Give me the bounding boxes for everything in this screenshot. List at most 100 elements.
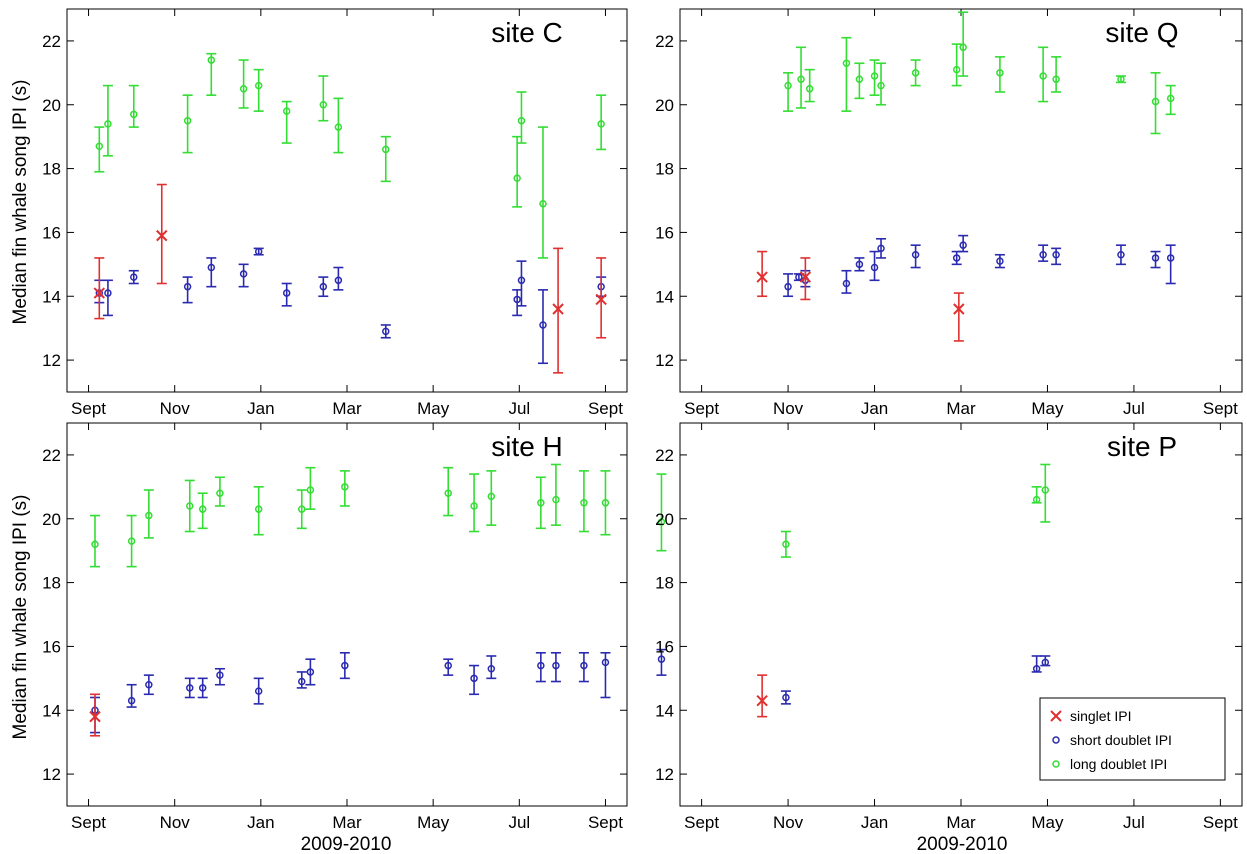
x-axis-label-right: 2009-2010 bbox=[917, 834, 1008, 854]
data-point-long bbox=[796, 46, 807, 109]
legend-marker-short bbox=[1052, 736, 1060, 744]
x-axis-label-left: 2009-2010 bbox=[301, 834, 392, 854]
x-tick-label: Sept bbox=[71, 399, 106, 418]
y-tick-label: 22 bbox=[655, 32, 674, 51]
y-tick-label: 12 bbox=[42, 765, 61, 784]
series-short bbox=[94, 247, 607, 365]
x-tick-label: Nov bbox=[773, 399, 804, 418]
data-point-short bbox=[333, 266, 344, 291]
data-point-short bbox=[182, 276, 193, 304]
y-tick-label: 22 bbox=[42, 32, 61, 51]
data-point-long bbox=[102, 84, 113, 157]
data-point-short bbox=[876, 238, 887, 259]
data-point-long bbox=[182, 94, 193, 154]
data-point-long bbox=[94, 126, 105, 173]
x-tick-label: Mar bbox=[946, 399, 976, 418]
x-tick-label: May bbox=[417, 399, 450, 418]
x-tick-label: Jan bbox=[861, 399, 888, 418]
data-point-long bbox=[958, 11, 969, 77]
data-point-short bbox=[1040, 655, 1051, 667]
data-point-short bbox=[281, 282, 292, 307]
y-axis-label-top: Median fin whale song IPI (s) bbox=[10, 79, 31, 324]
panel-title: site Q bbox=[1105, 17, 1178, 48]
data-point-long bbox=[339, 470, 350, 507]
data-point-long bbox=[296, 489, 307, 530]
data-point-long bbox=[143, 489, 154, 539]
data-point-long bbox=[1051, 56, 1062, 93]
data-point-short bbox=[296, 671, 307, 689]
data-point-short bbox=[443, 658, 454, 676]
data-point-short bbox=[1150, 250, 1161, 269]
data-point-short bbox=[184, 677, 195, 699]
y-tick-label: 16 bbox=[42, 223, 61, 242]
data-point-long bbox=[854, 62, 865, 100]
data-point-long bbox=[994, 56, 1005, 93]
x-tick-label: Mar bbox=[946, 813, 976, 832]
legend-box bbox=[1039, 697, 1226, 781]
data-point-short bbox=[253, 247, 264, 256]
data-point-long bbox=[656, 473, 667, 552]
x-tick-label: Sept bbox=[71, 813, 106, 832]
data-point-long bbox=[876, 62, 887, 106]
data-point-singlet bbox=[89, 693, 101, 737]
data-point-long bbox=[469, 473, 480, 533]
panels: Sept Nov Jan Mar May Jul Sept 12 14 16 18 20 22 site … bbox=[42, 8, 1243, 832]
data-point-short bbox=[1031, 655, 1042, 673]
x-tick-label: Sept bbox=[1203, 399, 1238, 418]
series-long bbox=[94, 52, 607, 259]
data-point-short bbox=[305, 658, 316, 686]
x-tick-label: Jul bbox=[508, 813, 530, 832]
x-tick-label: Nov bbox=[160, 399, 191, 418]
data-point-short bbox=[206, 257, 217, 288]
data-point-long bbox=[253, 68, 264, 112]
data-point-short bbox=[197, 677, 208, 699]
data-point-long bbox=[197, 492, 208, 530]
data-point-short bbox=[238, 263, 249, 288]
data-point-short bbox=[1038, 244, 1049, 262]
plot-frame bbox=[679, 8, 1243, 393]
x-tick-label: Mar bbox=[332, 813, 362, 832]
data-point-long bbox=[951, 43, 962, 87]
y-tick-label: 18 bbox=[655, 160, 674, 179]
y-tick-label: 14 bbox=[42, 287, 61, 306]
series-long bbox=[90, 463, 723, 568]
panel-title: site C bbox=[491, 17, 563, 48]
y-tick-label: 12 bbox=[655, 765, 674, 784]
data-point-short bbox=[535, 651, 546, 683]
data-point-short bbox=[783, 273, 794, 298]
data-point-long bbox=[443, 466, 454, 517]
data-point-long bbox=[1165, 84, 1176, 116]
data-point-long bbox=[841, 36, 852, 112]
data-point-long bbox=[1038, 46, 1049, 103]
data-point-long bbox=[1031, 486, 1042, 504]
x-tick-label: Sept bbox=[684, 399, 719, 418]
x-tick-label: May bbox=[417, 813, 450, 832]
x-tick-label: May bbox=[1031, 813, 1064, 832]
y-tick-label: 22 bbox=[42, 446, 61, 465]
data-point-long bbox=[1040, 463, 1051, 523]
data-point-long bbox=[516, 91, 527, 144]
legend: singlet IPI short doublet IPI long doubl… bbox=[1039, 697, 1226, 781]
data-point-short bbox=[869, 250, 880, 282]
data-point-short bbox=[854, 257, 865, 272]
data-point-long bbox=[910, 59, 921, 87]
data-point-long bbox=[1115, 75, 1126, 84]
data-point-long bbox=[783, 72, 794, 112]
data-point-short bbox=[126, 683, 137, 708]
data-point-short bbox=[102, 279, 113, 317]
data-point-short bbox=[780, 690, 791, 705]
data-point-short bbox=[516, 260, 527, 307]
plot-frame bbox=[66, 8, 628, 393]
data-point-long bbox=[253, 486, 264, 536]
x-tick-label: Jul bbox=[1123, 399, 1145, 418]
series-short bbox=[780, 655, 1051, 705]
data-point-singlet bbox=[156, 183, 168, 285]
x-tick-label: Nov bbox=[773, 813, 804, 832]
legend-label-long: long doublet IPI bbox=[1070, 756, 1167, 772]
x-tick-label: Jan bbox=[247, 813, 274, 832]
y-tick-label: 20 bbox=[655, 510, 674, 529]
data-point-long bbox=[206, 52, 217, 96]
data-point-long bbox=[184, 479, 195, 533]
data-point-short bbox=[910, 244, 921, 269]
data-point-short bbox=[1165, 244, 1176, 285]
